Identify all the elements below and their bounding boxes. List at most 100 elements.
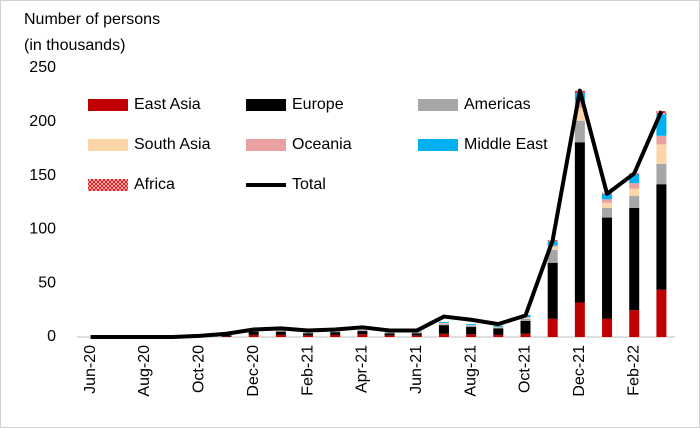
- bar-segment: [493, 334, 504, 337]
- y-tick-label: 50: [38, 274, 56, 291]
- bar-segment: [520, 317, 531, 319]
- legend-label: Americas: [464, 96, 531, 113]
- bar-segment: [629, 183, 640, 189]
- x-tick-label: Jun-20: [82, 345, 99, 394]
- y-axis-label: (in thousands): [24, 37, 125, 54]
- bar-segment: [466, 325, 477, 326]
- bar-segment: [411, 333, 422, 336]
- bar-segment: [438, 325, 449, 334]
- bar-segment: [466, 326, 477, 335]
- bar-segment: [656, 184, 667, 290]
- bar-segment: [275, 334, 286, 337]
- bar-segment: [493, 325, 504, 327]
- bar-segment: [629, 196, 640, 208]
- legend-label: Oceania: [292, 136, 352, 153]
- legend-label: East Asia: [134, 96, 201, 113]
- bar-segment: [221, 336, 232, 337]
- x-tick-label: Jun-21: [408, 345, 425, 394]
- bar-segment: [330, 332, 341, 335]
- bar-segment: [466, 324, 477, 326]
- total-line: [90, 88, 664, 339]
- x-tick-label: Feb-22: [625, 345, 642, 396]
- legend-swatch: [418, 139, 458, 151]
- bar-segment: [547, 249, 558, 263]
- legend-label: Middle East: [464, 136, 548, 153]
- legend-swatch: [88, 179, 128, 191]
- legend-label: Europe: [292, 96, 344, 113]
- bar-segment: [493, 327, 504, 329]
- bar-segment: [574, 107, 585, 121]
- bar-segment: [221, 335, 232, 337]
- bar-segment: [438, 333, 449, 337]
- bar-segment: [248, 331, 259, 335]
- bar-segment: [493, 326, 504, 328]
- bar-segment: [438, 323, 449, 325]
- x-tick-label: Feb-21: [299, 345, 316, 396]
- y-tick-label: 250: [29, 59, 56, 76]
- legend-swatch: [418, 99, 458, 111]
- bar-segment: [357, 331, 368, 335]
- bar-segment: [438, 321, 449, 324]
- bar-segment: [330, 334, 341, 337]
- bar-segment: [466, 334, 477, 337]
- bar-segment: [384, 332, 395, 334]
- bar-segment: [303, 333, 314, 336]
- bar-segment: [438, 324, 449, 326]
- bar-segment: [656, 289, 667, 337]
- bar-segment: [656, 144, 667, 164]
- legend-swatch: [246, 139, 286, 151]
- bar-segment: [602, 318, 613, 337]
- bar-segment: [656, 114, 667, 136]
- legend-swatch: [246, 99, 286, 111]
- legend-swatch: [88, 139, 128, 151]
- bar-segment: [629, 174, 640, 184]
- bar-segment: [547, 246, 558, 250]
- bar-segment: [357, 330, 368, 332]
- bar-segment: [602, 202, 613, 208]
- bar-segment: [357, 334, 368, 337]
- y-tick-label: 150: [29, 167, 56, 184]
- bar-segment: [629, 207, 640, 311]
- y-tick-label: 100: [29, 221, 56, 238]
- y-tick-label: 0: [47, 328, 56, 345]
- x-tick-label: Dec-20: [245, 345, 262, 397]
- x-tick-label: Dec-21: [571, 345, 588, 397]
- bar-segment: [520, 320, 531, 334]
- bar-segment: [547, 262, 558, 319]
- bar-segment: [656, 163, 667, 185]
- bar-segment: [602, 217, 613, 319]
- bar-segment: [602, 207, 613, 218]
- bar-segment: [384, 333, 395, 336]
- bar-segment: [547, 245, 558, 247]
- bar-segment: [248, 334, 259, 337]
- legend-label: Africa: [134, 176, 175, 193]
- bar-segment: [629, 188, 640, 197]
- bar-segment: [466, 325, 477, 327]
- bar-segment: [629, 310, 640, 337]
- bar-segment: [303, 332, 314, 334]
- y-tick-label: 200: [29, 113, 56, 130]
- bar-segment: [656, 135, 667, 145]
- bar-segment: [411, 332, 422, 334]
- bar-segment: [275, 331, 286, 335]
- bar-segment: [547, 318, 558, 337]
- bar-segment: [574, 302, 585, 337]
- bar-segment: [602, 199, 613, 203]
- bar-segment: [574, 101, 585, 108]
- legend-label: South Asia: [134, 136, 211, 153]
- legend-swatch: [88, 99, 128, 111]
- bar-segment: [520, 333, 531, 337]
- bar-segment: [357, 329, 368, 331]
- legend-label: Total: [292, 176, 326, 193]
- y-axis-label: Number of persons: [24, 11, 160, 28]
- x-tick-label: Oct-20: [191, 345, 208, 393]
- bar-segment: [330, 331, 341, 333]
- x-tick-label: Aug-21: [462, 345, 479, 397]
- bar-segment: [275, 330, 286, 332]
- bar-segment: [411, 335, 422, 337]
- bar-segment: [574, 120, 585, 143]
- x-tick-label: Aug-20: [136, 345, 153, 397]
- bar-segment: [602, 193, 613, 200]
